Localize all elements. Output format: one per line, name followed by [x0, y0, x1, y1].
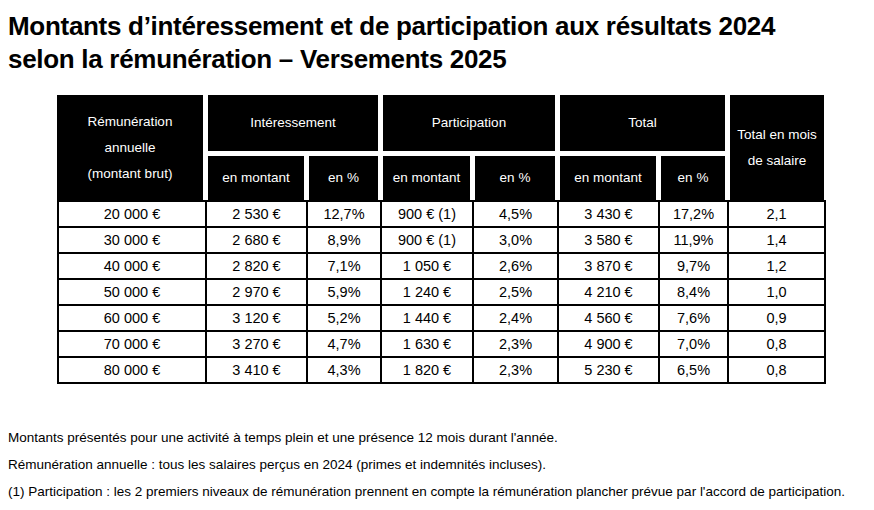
sub-header-participation-percent: en % — [475, 156, 555, 200]
cell-total-montant: 3 580 € — [558, 227, 659, 253]
cell-participation-percent: 3,0% — [473, 227, 558, 253]
sub-header-participation-montant: en montant — [383, 156, 470, 200]
footnote-activity: Montants présentés pour une activité à t… — [8, 424, 874, 451]
table-row: 70 000 € 3 270 € 4,7% 1 630 € 2,3% 4 900… — [58, 331, 825, 357]
sub-header-total-percent: en % — [661, 156, 725, 200]
col-header-remuneration-annuelle: Rémunération annuelle (montant brut) — [57, 95, 203, 200]
cell-interessement-percent: 12,7% — [307, 201, 381, 227]
col-header-total-en-mois: Total en mois de salaire — [730, 95, 824, 200]
group-header-total: Total — [560, 95, 725, 151]
cell-total-percent: 8,4% — [659, 279, 728, 305]
cell-remuneration: 60 000 € — [58, 305, 206, 331]
cell-interessement-montant: 3 410 € — [206, 357, 307, 383]
cell-total-percent: 17,2% — [659, 201, 728, 227]
page-title: Montants d’intéressement et de participa… — [8, 10, 874, 76]
cell-participation-montant: 1 240 € — [381, 279, 473, 305]
cell-interessement-montant: 2 530 € — [206, 201, 307, 227]
footnote-participation: (1) Participation : les 2 premiers nivea… — [8, 478, 874, 505]
cell-interessement-montant: 3 270 € — [206, 331, 307, 357]
cell-interessement-percent: 5,9% — [307, 279, 381, 305]
cell-participation-montant: 900 € (1) — [381, 227, 473, 253]
cell-total-montant: 3 430 € — [558, 201, 659, 227]
cell-participation-percent: 2,3% — [473, 357, 558, 383]
cell-interessement-percent: 8,9% — [307, 227, 381, 253]
cell-participation-montant: 1 440 € — [381, 305, 473, 331]
cell-total-montant: 4 560 € — [558, 305, 659, 331]
cell-total-mois: 1,0 — [728, 279, 825, 305]
page: Montants d’intéressement et de participa… — [0, 10, 874, 510]
cell-total-percent: 9,7% — [659, 253, 728, 279]
cell-participation-montant: 1 820 € — [381, 357, 473, 383]
cell-total-mois: 0,8 — [728, 357, 825, 383]
cell-interessement-montant: 2 970 € — [206, 279, 307, 305]
cell-total-mois: 0,9 — [728, 305, 825, 331]
cell-total-montant: 5 230 € — [558, 357, 659, 383]
sub-header-interessement-percent: en % — [309, 156, 378, 200]
cell-total-percent: 7,6% — [659, 305, 728, 331]
cell-remuneration: 30 000 € — [58, 227, 206, 253]
cell-interessement-montant: 2 680 € — [206, 227, 307, 253]
table-row: 50 000 € 2 970 € 5,9% 1 240 € 2,5% 4 210… — [58, 279, 825, 305]
sub-header-interessement-montant: en montant — [208, 156, 304, 200]
cell-interessement-percent: 4,7% — [307, 331, 381, 357]
cell-participation-montant: 1 050 € — [381, 253, 473, 279]
cell-participation-percent: 2,4% — [473, 305, 558, 331]
table-header: Rémunération annuelle (montant brut) Int… — [57, 95, 824, 200]
group-header-participation: Participation — [383, 95, 555, 151]
cell-remuneration: 20 000 € — [58, 201, 206, 227]
results-table: Rémunération annuelle (montant brut) Int… — [57, 95, 824, 384]
table-row: 30 000 € 2 680 € 8,9% 900 € (1) 3,0% 3 5… — [58, 227, 825, 253]
cell-participation-percent: 4,5% — [473, 201, 558, 227]
cell-participation-montant: 1 630 € — [381, 331, 473, 357]
table-body: 20 000 € 2 530 € 12,7% 900 € (1) 4,5% 3 … — [57, 200, 826, 384]
cell-interessement-montant: 3 120 € — [206, 305, 307, 331]
cell-total-percent: 11,9% — [659, 227, 728, 253]
cell-remuneration: 50 000 € — [58, 279, 206, 305]
cell-remuneration: 70 000 € — [58, 331, 206, 357]
footnotes: Montants présentés pour une activité à t… — [8, 424, 874, 505]
cell-interessement-montant: 2 820 € — [206, 253, 307, 279]
table-row: 80 000 € 3 410 € 4,3% 1 820 € 2,3% 5 230… — [58, 357, 825, 383]
cell-interessement-percent: 5,2% — [307, 305, 381, 331]
cell-remuneration: 40 000 € — [58, 253, 206, 279]
group-header-interessement: Intéressement — [208, 95, 378, 151]
cell-total-percent: 7,0% — [659, 331, 728, 357]
sub-header-total-montant: en montant — [560, 156, 656, 200]
cell-participation-percent: 2,3% — [473, 331, 558, 357]
table-row: 20 000 € 2 530 € 12,7% 900 € (1) 4,5% 3 … — [58, 201, 825, 227]
table-row: 60 000 € 3 120 € 5,2% 1 440 € 2,4% 4 560… — [58, 305, 825, 331]
cell-interessement-percent: 7,1% — [307, 253, 381, 279]
cell-total-mois: 2,1 — [728, 201, 825, 227]
cell-total-montant: 3 870 € — [558, 253, 659, 279]
cell-total-montant: 4 900 € — [558, 331, 659, 357]
cell-total-mois: 0,8 — [728, 331, 825, 357]
cell-total-percent: 6,5% — [659, 357, 728, 383]
table-row: 40 000 € 2 820 € 7,1% 1 050 € 2,6% 3 870… — [58, 253, 825, 279]
cell-participation-percent: 2,6% — [473, 253, 558, 279]
cell-total-mois: 1,2 — [728, 253, 825, 279]
cell-total-montant: 4 210 € — [558, 279, 659, 305]
footnote-remuneration: Rémunération annuelle : tous les salaire… — [8, 451, 874, 478]
cell-remuneration: 80 000 € — [58, 357, 206, 383]
cell-participation-montant: 900 € (1) — [381, 201, 473, 227]
cell-total-mois: 1,4 — [728, 227, 825, 253]
cell-participation-percent: 2,5% — [473, 279, 558, 305]
cell-interessement-percent: 4,3% — [307, 357, 381, 383]
